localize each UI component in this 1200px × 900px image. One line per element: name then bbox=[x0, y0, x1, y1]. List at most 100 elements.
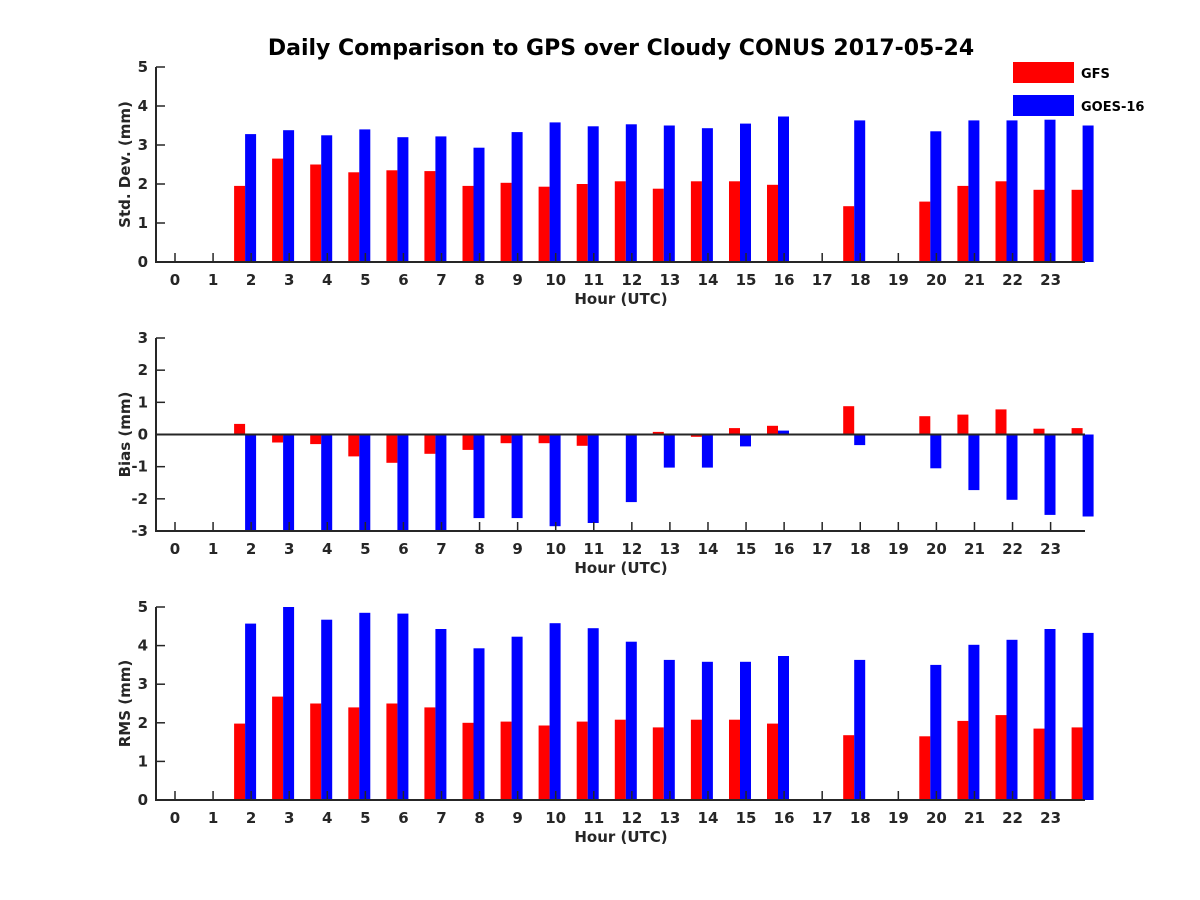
x-tick-label: 18 bbox=[850, 271, 871, 289]
bar-rms-gfs-hour-9 bbox=[538, 725, 550, 800]
x-tick-label: 10 bbox=[545, 271, 566, 289]
x-tick-label: 18 bbox=[850, 540, 871, 558]
x-tick-label: 19 bbox=[888, 271, 909, 289]
bar-rms-goes16-hour-4 bbox=[359, 612, 371, 800]
y-tick-label: 5 bbox=[138, 598, 148, 616]
bar-bias-goes16-hour-21 bbox=[1006, 434, 1018, 500]
bar-bias-goes16-hour-13 bbox=[701, 434, 713, 468]
x-tick-label: 8 bbox=[474, 271, 484, 289]
y-tick-label: 2 bbox=[138, 714, 148, 732]
bar-rms-gfs-hour-17 bbox=[843, 735, 855, 800]
x-tick-label: 16 bbox=[774, 271, 795, 289]
bar-std-dev-gfs-hour-10 bbox=[576, 184, 588, 262]
bar-bias-goes16-hour-14 bbox=[740, 434, 751, 447]
x-tick-label: 6 bbox=[398, 540, 408, 558]
x-tick-label: 23 bbox=[1040, 540, 1061, 558]
bar-rms-goes16-hour-11 bbox=[625, 641, 637, 800]
bar-bias-goes16-hour-23 bbox=[1082, 434, 1094, 517]
x-tick-label: 13 bbox=[659, 540, 680, 558]
bar-rms-goes16-hour-23 bbox=[1082, 632, 1094, 800]
bar-std-dev-gfs-hour-17 bbox=[843, 206, 855, 262]
bar-rms-gfs-hour-13 bbox=[690, 719, 702, 800]
bar-std-dev-goes16-hour-21 bbox=[1006, 120, 1018, 263]
y-tick-label: 0 bbox=[138, 426, 148, 444]
bar-bias-goes16-hour-4 bbox=[359, 434, 371, 531]
x-tick-label: 13 bbox=[659, 809, 680, 827]
x-tick-label: 17 bbox=[812, 809, 833, 827]
bar-std-dev-goes16-hour-9 bbox=[549, 122, 561, 263]
bar-rms-gfs-hour-12 bbox=[652, 727, 664, 800]
x-tick-label: 19 bbox=[888, 540, 909, 558]
x-tick-label: 17 bbox=[812, 540, 833, 558]
bar-rms-gfs-hour-21 bbox=[995, 715, 1007, 800]
x-tick-label: 2 bbox=[246, 540, 256, 558]
bar-bias-gfs-hour-3 bbox=[310, 434, 322, 445]
bar-rms-goes16-hour-17 bbox=[854, 659, 866, 800]
bar-rms-gfs-hour-1 bbox=[234, 723, 246, 800]
y-tick-label: 3 bbox=[138, 136, 148, 154]
x-tick-label: 1 bbox=[208, 809, 218, 827]
bar-std-dev-goes16-hour-14 bbox=[740, 123, 751, 262]
bar-std-dev-gfs-hour-15 bbox=[767, 184, 778, 262]
bar-bias-gfs-hour-13 bbox=[690, 434, 702, 437]
bar-rms-goes16-hour-15 bbox=[778, 656, 789, 800]
bar-std-dev-goes16-hour-20 bbox=[968, 120, 980, 263]
bar-rms-goes16-hour-3 bbox=[321, 619, 333, 800]
bar-std-dev-goes16-hour-13 bbox=[701, 128, 713, 262]
bar-rms-goes16-hour-2 bbox=[283, 607, 295, 800]
y-tick-label: 5 bbox=[138, 58, 148, 76]
x-tick-label: 20 bbox=[926, 271, 947, 289]
bar-rms-goes16-hour-10 bbox=[587, 628, 599, 800]
x-tick-label: 6 bbox=[398, 271, 408, 289]
bar-bias-gfs-hour-21 bbox=[995, 409, 1007, 435]
x-tick-label: 11 bbox=[583, 540, 604, 558]
bar-std-dev-gfs-hour-9 bbox=[538, 186, 550, 262]
x-tick-label: 16 bbox=[774, 540, 795, 558]
bar-bias-gfs-hour-22 bbox=[1033, 428, 1045, 435]
x-tick-label: 10 bbox=[545, 809, 566, 827]
bar-bias-gfs-hour-9 bbox=[538, 434, 550, 444]
x-tick-label: 12 bbox=[621, 540, 642, 558]
bar-rms-gfs-hour-22 bbox=[1033, 728, 1045, 800]
bar-std-dev-goes16-hour-6 bbox=[435, 136, 447, 262]
bar-std-dev-gfs-hour-14 bbox=[729, 181, 740, 262]
x-axis-label: Hour (UTC) bbox=[574, 290, 667, 308]
bar-std-dev-gfs-hour-6 bbox=[424, 171, 436, 262]
legend-swatch-gfs bbox=[1013, 62, 1074, 83]
bar-std-dev-goes16-hour-19 bbox=[930, 131, 942, 262]
x-tick-label: 3 bbox=[284, 540, 294, 558]
bar-bias-gfs-hour-15 bbox=[767, 425, 778, 435]
bar-rms-goes16-hour-6 bbox=[435, 629, 447, 800]
x-tick-label: 23 bbox=[1040, 809, 1061, 827]
bar-bias-goes16-hour-20 bbox=[968, 434, 980, 491]
x-tick-label: 18 bbox=[850, 809, 871, 827]
bar-std-dev-gfs-hour-12 bbox=[652, 188, 664, 262]
x-axis-label: Hour (UTC) bbox=[574, 828, 667, 846]
bar-bias-goes16-hour-12 bbox=[663, 434, 675, 468]
bar-rms-gfs-hour-14 bbox=[729, 719, 740, 800]
x-tick-label: 5 bbox=[360, 271, 370, 289]
x-tick-label: 20 bbox=[926, 809, 947, 827]
bar-bias-gfs-hour-14 bbox=[729, 428, 740, 435]
x-tick-label: 10 bbox=[545, 540, 566, 558]
x-tick-label: 0 bbox=[170, 809, 180, 827]
bar-rms-gfs-hour-3 bbox=[310, 703, 322, 800]
x-tick-label: 14 bbox=[698, 809, 719, 827]
x-tick-label: 15 bbox=[736, 809, 757, 827]
y-tick-label: 0 bbox=[138, 253, 148, 271]
bar-rms-gfs-hour-20 bbox=[957, 720, 969, 800]
bar-bias-goes16-hour-10 bbox=[587, 434, 599, 523]
bar-std-dev-gfs-hour-22 bbox=[1033, 189, 1045, 262]
x-tick-label: 15 bbox=[736, 540, 757, 558]
bar-rms-gfs-hour-23 bbox=[1071, 727, 1083, 800]
bar-std-dev-goes16-hour-10 bbox=[587, 126, 599, 262]
bar-std-dev-gfs-hour-21 bbox=[995, 181, 1007, 262]
bar-std-dev-goes16-hour-3 bbox=[321, 135, 333, 263]
x-tick-label: 21 bbox=[964, 809, 985, 827]
y-tick-label: -3 bbox=[131, 522, 148, 540]
bar-rms-goes16-hour-20 bbox=[968, 644, 980, 800]
bar-rms-gfs-hour-10 bbox=[576, 721, 588, 800]
bar-rms-goes16-hour-8 bbox=[511, 636, 523, 800]
x-tick-label: 5 bbox=[360, 540, 370, 558]
